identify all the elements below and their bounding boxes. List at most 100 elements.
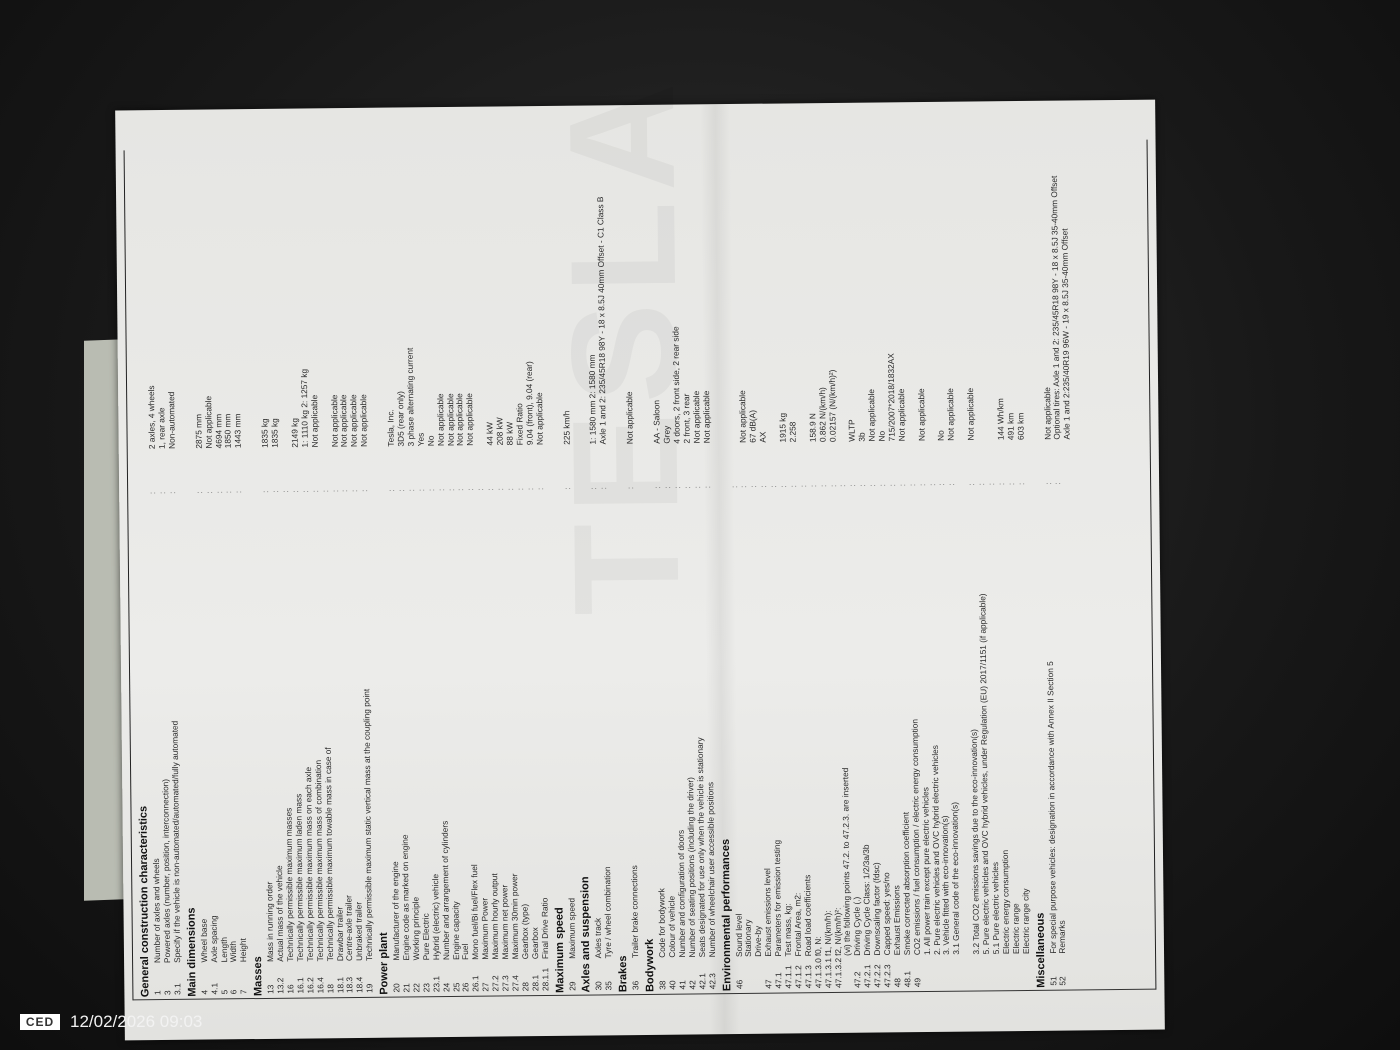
row-label: Height <box>238 938 249 963</box>
row-number: 35 <box>603 981 614 991</box>
row-separator: : <box>260 490 271 493</box>
row-number: 20 <box>391 983 402 993</box>
row-number: 23.1 <box>430 975 442 993</box>
row-value: 491 km <box>1005 412 1016 441</box>
row-number: 18.3 <box>344 976 355 994</box>
row-label: f1, N/(km/h): <box>822 910 833 957</box>
row-number: 47.2.2 <box>872 964 883 988</box>
row-separator: : <box>561 487 572 490</box>
row-number: 42 <box>687 980 698 990</box>
row-label: Final Drive Ratio <box>539 897 550 960</box>
row-separator: : <box>916 483 927 487</box>
row-number: 47.1 <box>773 972 784 989</box>
row-number: 48 <box>892 978 903 988</box>
row-number: 26 <box>460 982 471 992</box>
row-number: 38 <box>657 980 668 990</box>
row-separator: : <box>455 488 466 491</box>
photo-stamp: CED 12/02/2026 09:03 <box>20 1012 202 1032</box>
row-number: 48.1 <box>902 971 913 988</box>
row-number: 47.1.3.0 <box>812 958 824 989</box>
row-separator: : <box>166 491 177 494</box>
row-separator: : <box>701 485 712 489</box>
row-value: Not applicable <box>338 394 350 448</box>
row-separator: : <box>309 490 320 493</box>
row-separator: : <box>505 487 516 491</box>
row-number: 16 <box>285 984 296 994</box>
row-separator: : <box>157 491 168 495</box>
row-value: Not applicable <box>533 392 545 446</box>
row-value: 1443 mm <box>232 413 243 449</box>
row-separator: : <box>475 488 486 491</box>
row-separator: : <box>465 488 476 491</box>
row-separator: : <box>896 483 907 487</box>
row-value: Not applicable <box>434 393 446 447</box>
row-value: 2149 kg <box>289 418 300 448</box>
row-separator: : <box>435 488 446 492</box>
row-number: 24 <box>440 982 452 993</box>
row-label: Axle spacing <box>208 915 219 963</box>
row-number: 27 <box>480 982 491 992</box>
row-separator: : <box>817 484 828 488</box>
row-number: 26.1 <box>470 975 481 992</box>
row-value: Not applicable <box>464 393 475 446</box>
row-label: Width <box>228 941 239 963</box>
row-separator: : <box>524 487 535 491</box>
row-value: Not applicable <box>358 394 369 447</box>
row-value: Not applicable <box>328 394 340 448</box>
row-label: Pure Electric <box>420 913 431 961</box>
document-page: TESLA General construction characteristi… <box>115 73 1165 1041</box>
row-value: 44 kW <box>484 421 495 446</box>
row-separator: : <box>662 486 673 489</box>
row-separator: : <box>598 487 609 490</box>
row-number: 29 <box>566 981 577 991</box>
row-separator: : <box>213 491 224 494</box>
row-value: 1, rear axle <box>156 407 167 450</box>
row-value: Not applicable <box>945 388 956 441</box>
row-separator: : <box>193 491 204 494</box>
row-number: 5 <box>218 989 229 995</box>
row-label: Tyre / wheel combination <box>602 866 614 959</box>
row-value: Not applicable <box>454 393 466 446</box>
row-separator: : <box>887 483 898 487</box>
row-value: Axle 1 and 2:235/40R19 96W - 19 x 8.5J 3… <box>1059 228 1072 440</box>
row-separator: : <box>203 491 214 494</box>
row-value: 1835 kg <box>259 418 270 448</box>
row-separator: : <box>588 487 599 490</box>
row-separator: : <box>445 488 456 492</box>
row-number: 27.2 <box>490 975 501 992</box>
row-separator: : <box>270 490 281 493</box>
row-value: Not applicable <box>444 393 456 447</box>
row-separator: : <box>788 485 799 488</box>
row-label: Test mass, kg: <box>782 903 794 957</box>
row-number: 47.2.3 <box>882 964 893 988</box>
row-separator: : <box>406 489 417 492</box>
row-number: 41 <box>677 980 688 990</box>
row-label: Technically permissible maximum static v… <box>361 688 375 961</box>
row-value: Tesla, Inc. <box>385 409 396 447</box>
row-value: 2 front, 3 rear <box>680 393 692 444</box>
row-value: Not applicable <box>348 394 359 448</box>
row-number: 28.1 <box>529 974 541 992</box>
row-separator: : <box>1015 482 1026 486</box>
row-number: 3.1 <box>172 983 183 995</box>
row-separator: : <box>926 483 937 486</box>
row-value: Non-automated <box>165 391 177 449</box>
row-separator: : <box>290 490 301 493</box>
row-value: Fixed Ratio <box>514 403 525 446</box>
row-value: 67 dB(A) <box>747 410 758 443</box>
row-value: 1835 kg <box>269 418 280 448</box>
row-number: 47 <box>763 979 774 989</box>
row-value: Axle 1 and 2: 235/45R18 98Y - 18 x 8.5J … <box>595 196 608 445</box>
row-number: 19 <box>364 983 375 993</box>
row-number: 13 <box>265 984 276 994</box>
row-label: Fuel <box>460 943 471 960</box>
row-value: 1850 mm <box>222 413 234 449</box>
row-number: 22 <box>411 983 422 993</box>
row-number: 47.1.3.2 <box>832 957 843 989</box>
row-label: Specify if the vehicle is non-automated/… <box>169 720 182 963</box>
row-number: 25 <box>450 982 461 993</box>
row-separator: : <box>738 485 749 488</box>
row-value: 158.9 N <box>807 413 818 443</box>
row-value: 4694 mm <box>212 413 224 449</box>
row-number: 36 <box>630 980 641 991</box>
